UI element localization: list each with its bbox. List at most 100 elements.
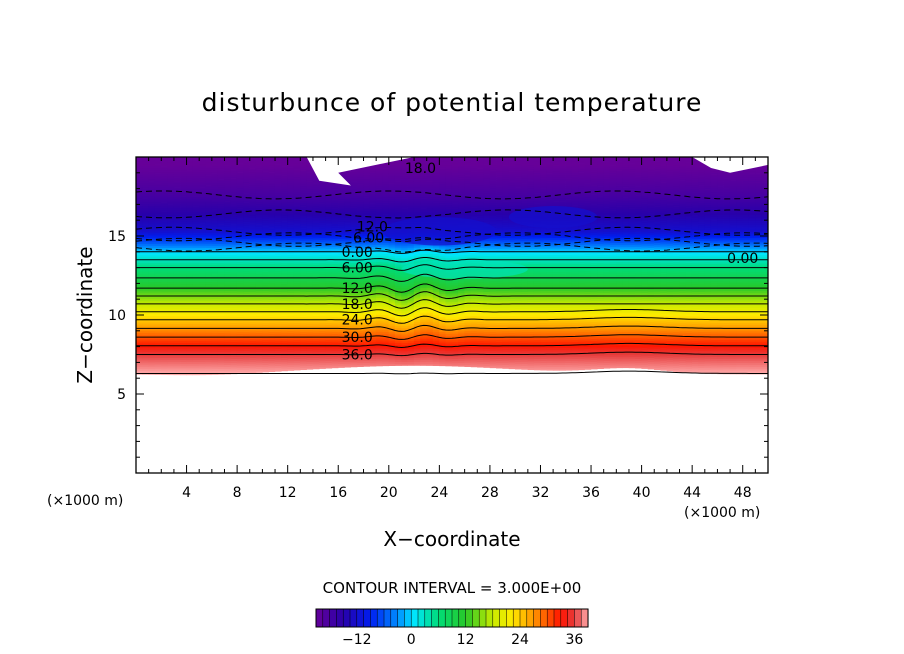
field-cell	[173, 304, 181, 307]
field-cell	[136, 347, 143, 351]
field-cell	[217, 279, 225, 282]
field-cell	[205, 312, 213, 315]
field-cell	[180, 177, 187, 180]
field-cell	[154, 262, 162, 265]
field-cell	[186, 281, 194, 285]
field-cell	[205, 363, 213, 366]
field-cell	[211, 157, 219, 159]
field-cell	[192, 242, 200, 245]
field-cell	[167, 368, 175, 372]
field-cell	[148, 355, 156, 358]
field-cell	[186, 336, 194, 340]
field-cell	[142, 264, 149, 267]
field-cell	[167, 211, 175, 214]
field-cell	[180, 162, 187, 165]
field-cell	[192, 230, 200, 233]
field-cell	[186, 187, 194, 190]
field-cell	[186, 200, 194, 203]
field-cell	[186, 175, 194, 179]
field-cell	[142, 323, 149, 326]
field-cell	[205, 171, 213, 175]
field-cell	[230, 364, 238, 367]
field-cell	[211, 220, 219, 224]
field-cell	[230, 292, 238, 295]
field-cell	[136, 175, 143, 178]
field-cell	[186, 350, 194, 353]
field-cell	[148, 228, 156, 231]
field-cell	[205, 209, 213, 212]
field-cell	[211, 169, 219, 173]
field-cell	[148, 162, 156, 165]
field-cell	[161, 323, 168, 326]
field-cell	[192, 352, 200, 355]
field-cell	[230, 313, 238, 316]
field-cell	[148, 357, 156, 360]
field-cell	[224, 193, 231, 197]
field-cell	[205, 317, 213, 321]
field-cell	[154, 365, 162, 368]
field-cell	[199, 370, 206, 374]
field-cell	[192, 243, 200, 247]
field-cell	[205, 188, 213, 192]
field-cell	[199, 312, 206, 315]
field-cell	[224, 324, 231, 328]
field-cell	[167, 179, 175, 182]
field-cell	[199, 304, 206, 307]
field-cell	[142, 160, 149, 163]
field-cell	[230, 172, 238, 176]
field-cell	[217, 226, 225, 229]
field-cell	[186, 207, 194, 211]
field-cell	[148, 175, 156, 178]
field-cell	[148, 158, 156, 161]
field-cell	[142, 317, 149, 320]
field-cell	[173, 357, 181, 360]
field-cell	[199, 342, 206, 345]
field-cell	[199, 319, 206, 323]
field-cell	[180, 236, 187, 239]
field-cell	[167, 312, 175, 315]
field-cell	[142, 325, 149, 328]
field-cell	[199, 166, 206, 169]
field-cell	[148, 279, 156, 282]
field-cell	[148, 359, 156, 362]
field-cell	[192, 367, 200, 370]
field-cell	[154, 200, 162, 203]
field-cell	[142, 349, 149, 353]
field-cell	[180, 283, 187, 287]
field-cell	[180, 238, 187, 241]
field-cell	[199, 230, 206, 233]
field-cell	[167, 283, 175, 286]
field-cell	[199, 205, 206, 209]
field-cell	[186, 346, 194, 349]
field-cell	[211, 241, 219, 245]
field-cell	[230, 239, 238, 242]
field-cell	[173, 336, 181, 340]
field-cell	[142, 334, 149, 337]
field-cell	[148, 209, 156, 212]
field-cell	[224, 224, 231, 227]
field-cell	[180, 369, 187, 372]
field-cell	[230, 227, 238, 231]
field-cell	[142, 368, 149, 371]
field-cell	[230, 288, 238, 291]
field-cell	[167, 226, 175, 230]
field-cell	[199, 300, 206, 304]
field-cell	[224, 305, 231, 309]
field-cell	[136, 224, 143, 227]
field-cell	[217, 370, 225, 373]
field-cell	[148, 332, 156, 336]
field-cell	[180, 251, 187, 254]
field-cell	[148, 179, 156, 182]
field-cell	[211, 236, 219, 239]
field-cell	[161, 317, 168, 321]
field-cell	[211, 300, 219, 303]
field-cell	[142, 357, 149, 360]
field-cell	[142, 228, 149, 231]
field-cell	[224, 245, 231, 248]
field-cell	[173, 168, 181, 171]
field-cell	[180, 179, 187, 182]
field-cell	[192, 323, 200, 326]
field-cell	[142, 158, 149, 161]
field-cell	[186, 217, 194, 220]
field-cell	[180, 175, 187, 179]
